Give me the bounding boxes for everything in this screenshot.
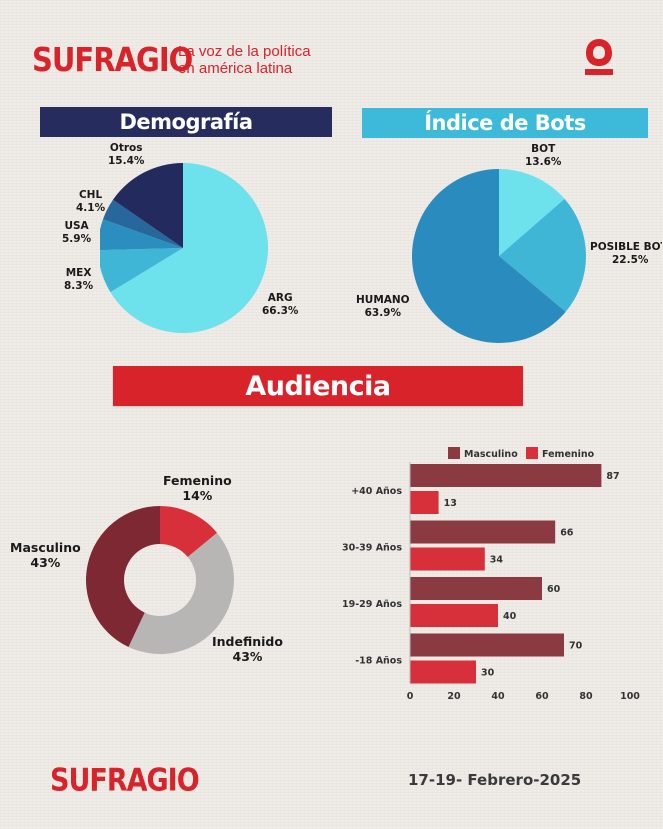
legend-label-femenino: Femenino	[542, 449, 595, 460]
bar-18-a-os-femenino	[410, 660, 476, 684]
category-label-19-29-a-os: 19-29 Años	[342, 599, 402, 610]
bar-value-label: 87	[606, 471, 619, 482]
pie-label-bot: BOT 13.6%	[525, 143, 562, 168]
legend-swatch-femenino	[526, 447, 538, 459]
x-tick-label: 80	[579, 691, 593, 702]
tagline-line-2: en américa latina	[178, 60, 293, 77]
sufragio-o-logo-icon	[585, 39, 613, 75]
bar-40-a-os-femenino	[410, 491, 439, 514]
bar-19-29-a-os-femenino	[410, 604, 498, 627]
tagline: La voz de la política en américa latina	[178, 43, 311, 77]
section-banner-audiencia: Audiencia	[113, 366, 523, 406]
bar-value-label: 13	[444, 498, 457, 509]
pie-label-chl: CHL 4.1%	[76, 189, 106, 214]
demografia-slice-otros	[112, 163, 183, 248]
bar-value-label: 66	[560, 528, 574, 539]
pie-label-humano: HUMANO 63.9%	[356, 294, 410, 319]
legend-swatch-masculino	[448, 447, 460, 459]
pie-label-otros: Otros 15.4%	[108, 142, 145, 167]
bar-value-label: 30	[481, 668, 495, 679]
demografia-slice-usa	[100, 219, 183, 251]
brand-logo-text: SUFRAGIO	[32, 40, 193, 80]
pie-label-arg: ARG 66.3%	[262, 292, 299, 317]
demografia-slice-mex	[100, 248, 183, 293]
section-banner-demografia: Demografía	[40, 107, 332, 137]
bots-slice-bot	[499, 169, 565, 256]
x-tick-label: 0	[407, 691, 414, 702]
bar-30-39-a-os-femenino	[410, 547, 485, 571]
category-label-18-a-os: -18 Años	[355, 656, 402, 667]
gender-donut-chart	[86, 506, 234, 654]
pie-label-mex: MEX 8.3%	[64, 267, 94, 292]
donut-label-indefinido: Indefinido 43%	[212, 634, 283, 664]
gender-slice-femenino	[160, 506, 218, 558]
bots-pie-chart	[412, 169, 586, 343]
bar-18-a-os-masculino	[410, 633, 564, 657]
bar-19-29-a-os-masculino	[410, 577, 542, 600]
demografia-slice-arg	[110, 163, 269, 333]
section-banner-bots: Índice de Bots	[362, 108, 648, 138]
bots-slice-humano	[412, 169, 566, 343]
demografia-slice-chl	[103, 199, 183, 248]
tagline-line-1: La voz de la política	[178, 43, 311, 60]
pie-label-posible-bot: POSIBLE BOT 22.5%	[590, 241, 662, 266]
footer-brand-logo-text: SUFRAGIO	[50, 763, 200, 799]
category-label-40-a-os: +40 Años	[351, 486, 402, 497]
pie-label-usa: USA 5.9%	[62, 220, 92, 245]
x-tick-label: 40	[491, 691, 505, 702]
legend-label-masculino: Masculino	[464, 449, 518, 460]
bots-slice-posible-bot	[499, 198, 586, 312]
footer-date: 17-19- Febrero-2025	[408, 771, 582, 789]
bar-value-label: 34	[490, 555, 504, 566]
bar-40-a-os-masculino	[410, 464, 602, 487]
bar-30-39-a-os-masculino	[410, 520, 556, 544]
x-tick-label: 60	[535, 691, 549, 702]
category-label-30-39-a-os: 30-39 Años	[342, 543, 402, 554]
x-tick-label: 100	[620, 691, 640, 702]
gender-slice-masculino	[86, 506, 160, 647]
bar-value-label: 60	[547, 584, 561, 595]
age-bar-chart: Masculino Femenino 87 13 +40 Años 66 34 30-39 A…	[342, 447, 640, 702]
demografia-pie-chart	[100, 163, 269, 333]
donut-label-femenino: Femenino 14%	[163, 473, 232, 503]
bar-value-label: 40	[503, 611, 517, 622]
gender-slice-indefinido	[128, 532, 234, 654]
donut-label-masculino: Masculino 43%	[10, 540, 81, 570]
bar-value-label: 70	[569, 641, 583, 652]
x-tick-label: 20	[447, 691, 461, 702]
